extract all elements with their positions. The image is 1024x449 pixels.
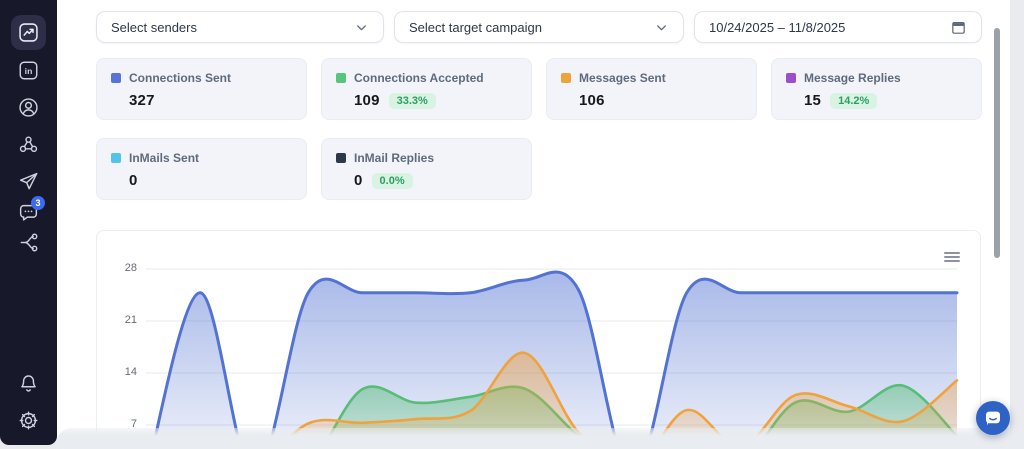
series-line-0 <box>151 270 959 448</box>
analytics-icon <box>19 23 38 42</box>
sidebar-item-accounts[interactable] <box>17 96 40 119</box>
y-axis-tick: 28 <box>124 262 137 274</box>
bottom-edge-band <box>57 428 1024 449</box>
stat-value: 106 <box>579 92 605 109</box>
chevron-down-icon <box>357 24 366 30</box>
sidebar-item-notifications[interactable] <box>17 372 40 395</box>
branch-icon <box>20 233 38 252</box>
network-icon <box>19 136 38 153</box>
stat-label: Messages Sent <box>579 71 666 85</box>
sidebar-item-network[interactable] <box>17 133 40 156</box>
bell-icon <box>21 375 36 392</box>
inbox-unread-badge: 3 <box>31 196 45 210</box>
sidebar-item-linkedin[interactable]: in <box>17 59 40 82</box>
svg-text:in: in <box>25 66 33 76</box>
stat-card-message-replies: Message Replies 15 14.2% <box>771 58 982 120</box>
y-axis-tick: 7 <box>130 418 137 430</box>
legend-swatch <box>336 73 346 83</box>
area-chart-card <box>96 230 981 449</box>
area-chart <box>146 268 959 448</box>
legend-swatch <box>111 73 121 83</box>
senders-select[interactable]: Select senders <box>96 11 384 43</box>
sidebar-item-settings[interactable] <box>17 409 40 432</box>
support-chat-button[interactable] <box>976 401 1010 435</box>
percent-badge: 14.2% <box>830 92 878 109</box>
campaign-select-value: Select target campaign <box>409 19 542 35</box>
sidebar: in 3 <box>0 0 57 445</box>
stat-card-inmails-sent: InMails Sent 0 <box>96 138 307 200</box>
user-icon <box>19 98 38 117</box>
stat-value: 327 <box>129 92 155 109</box>
sidebar-item-workflows[interactable] <box>17 231 40 254</box>
stat-value: 109 <box>354 92 380 109</box>
stat-label: InMail Replies <box>354 151 435 165</box>
chart-context-menu-button[interactable] <box>944 252 960 263</box>
senders-select-value: Select senders <box>111 19 197 35</box>
legend-swatch <box>336 153 346 163</box>
stat-label: InMails Sent <box>129 151 200 165</box>
vertical-scrollbar[interactable] <box>994 28 1000 258</box>
legend-swatch <box>561 73 571 83</box>
stat-label: Message Replies <box>804 71 901 85</box>
stat-card-connections-sent: Connections Sent 327 <box>96 58 307 120</box>
stat-value: 15 <box>804 92 822 109</box>
linkedin-icon: in <box>19 61 38 80</box>
stat-value: 0 <box>354 172 363 189</box>
date-range-value: 10/24/2025 – 11/8/2025 <box>709 19 846 35</box>
legend-swatch <box>111 153 121 163</box>
gear-icon <box>19 411 38 430</box>
percent-badge: 33.3% <box>388 92 436 109</box>
percent-badge: 0.0% <box>371 172 413 189</box>
send-icon <box>19 172 38 190</box>
campaign-select[interactable]: Select target campaign <box>394 11 684 43</box>
stat-card-messages-sent: Messages Sent 106 <box>546 58 757 120</box>
stat-label: Connections Sent <box>129 71 232 85</box>
legend-swatch <box>786 73 796 83</box>
chevron-down-icon <box>657 24 666 30</box>
stat-value: 0 <box>129 172 138 189</box>
stat-card-connections-accepted: Connections Accepted 109 33.3% <box>321 58 532 120</box>
series-area-2 <box>279 352 957 448</box>
y-axis-tick: 21 <box>124 314 137 326</box>
y-axis-tick: 14 <box>124 366 137 378</box>
date-range-picker[interactable]: 10/24/2025 – 11/8/2025 <box>694 11 982 43</box>
stat-label: Connections Accepted <box>354 71 484 85</box>
messenger-icon <box>986 411 1000 426</box>
sidebar-item-campaigns[interactable] <box>17 170 40 193</box>
sidebar-item-analytics[interactable] <box>11 15 46 50</box>
stat-card-inmail-replies: InMail Replies 0 0.0% <box>321 138 532 200</box>
calendar-icon <box>952 21 965 34</box>
